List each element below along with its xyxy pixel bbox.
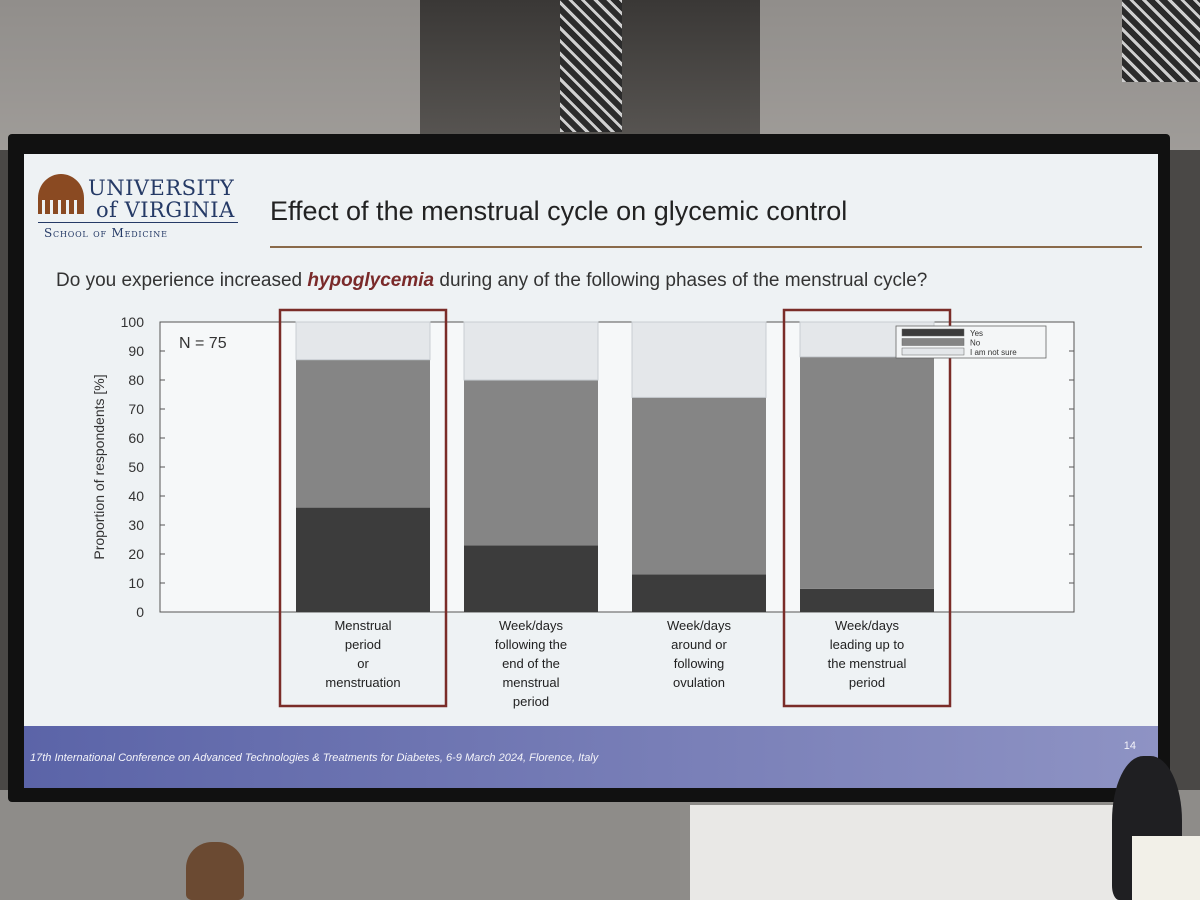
x-category-label: Week/days [499, 618, 564, 633]
bar-segment-yes [296, 507, 430, 612]
y-tick-label: 0 [136, 604, 144, 620]
logo-subtitle: School of Medicine [44, 226, 168, 240]
y-tick-label: 10 [128, 575, 144, 591]
x-category-label: the menstrual [828, 656, 907, 671]
logo-line-2: of VIRGINIA [96, 198, 235, 222]
y-tick-label: 50 [128, 459, 144, 475]
x-category-label: Week/days [667, 618, 732, 633]
y-axis-label: Proportion of respondents [%] [91, 374, 107, 559]
y-tick-label: 20 [128, 546, 144, 562]
y-tick-label: 80 [128, 372, 144, 388]
title-divider [270, 246, 1142, 248]
x-category-label: end of the [502, 656, 560, 671]
bar-segment-i-am-not-sure [631, 321, 767, 398]
highlight-box [278, 308, 448, 708]
y-tick-label: 100 [121, 314, 145, 330]
audience-member [186, 842, 244, 900]
x-category-label: around or [671, 637, 727, 652]
rotunda-icon [38, 174, 84, 214]
conference-footer: 17th International Conference on Advance… [30, 752, 599, 764]
question-emphasis: hypoglycemia [307, 270, 435, 291]
y-tick-label: 70 [128, 401, 144, 417]
x-category-label: following the [495, 637, 567, 652]
x-category-label: following [674, 656, 725, 671]
legend-label: Yes [970, 329, 983, 338]
speaker-lectern [1132, 836, 1200, 900]
slide-number: 14 [1123, 740, 1136, 752]
legend-label: I am not sure [970, 348, 1017, 357]
x-category-label: ovulation [673, 675, 725, 690]
x-category-label: period [849, 675, 885, 690]
ceiling-truss [560, 0, 622, 132]
ceiling-truss [1122, 0, 1200, 82]
legend-swatch [901, 347, 965, 356]
bar-segment-no [800, 356, 934, 589]
bar-segment-yes [632, 574, 766, 612]
legend-swatch [901, 338, 965, 346]
university-logo: UNIVERSITY of VIRGINIA School of Medicin… [38, 172, 238, 244]
x-category-label: or [357, 656, 369, 671]
bar-segment-no [632, 397, 766, 575]
sample-size-annotation: N = 75 [179, 335, 227, 352]
bar-segment-yes [464, 545, 598, 612]
stacked-bar-chart: 0 10 20 30 40 50 60 70 80 90 100 Proportion of resp… [91, 308, 1075, 709]
y-tick-label: 90 [128, 343, 144, 359]
bar-segment-no [296, 359, 430, 508]
x-category-label: menstruation [325, 675, 400, 690]
survey-question: Do you experience increased hypoglycemia… [56, 270, 1146, 292]
y-tick-label: 40 [128, 488, 144, 504]
slide: UNIVERSITY of VIRGINIA School of Medicin… [24, 154, 1158, 788]
slide-title: Effect of the menstrual cycle on glycemi… [270, 196, 848, 226]
question-text-end: during any of the following phases of th… [434, 270, 928, 291]
x-category-label: period [345, 637, 381, 652]
logo-divider [38, 222, 238, 223]
x-category-label: Week/days [835, 618, 900, 633]
logo-line-1: UNIVERSITY [88, 176, 235, 200]
room-panel [690, 805, 1120, 900]
y-tick-label: 60 [128, 430, 144, 446]
highlight-box [782, 308, 952, 708]
bar-segment-no [464, 380, 598, 546]
legend-label: No [970, 339, 981, 348]
question-text-start: Do you experience increased [56, 270, 308, 291]
room-wall-left [0, 0, 420, 150]
bar-segment-i-am-not-sure [463, 321, 599, 381]
bar-segment-i-am-not-sure [295, 321, 431, 361]
x-category-label: Menstrual [334, 618, 391, 633]
bar-segment-yes [800, 588, 934, 612]
legend-swatch [901, 328, 965, 337]
slide-footer: 17th International Conference on Advance… [24, 726, 1158, 788]
x-category-label: period [513, 694, 549, 709]
x-category-label: menstrual [502, 675, 559, 690]
x-category-label: leading up to [830, 637, 904, 652]
y-tick-label: 30 [128, 517, 144, 533]
